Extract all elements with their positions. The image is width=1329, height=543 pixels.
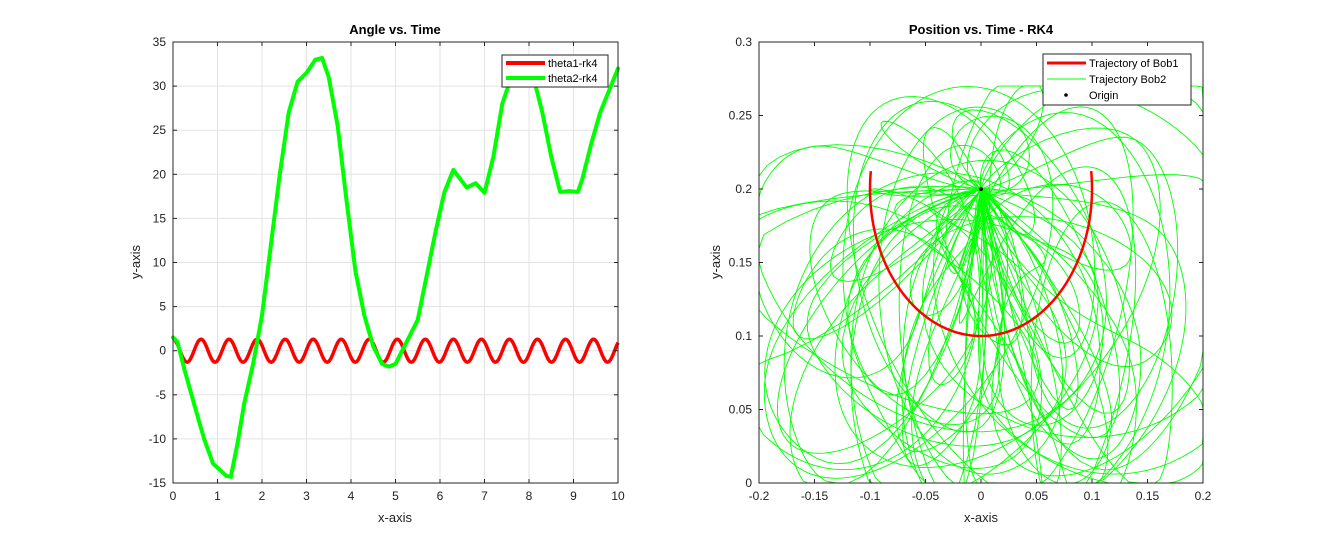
x-tick-label: 0.15 — [1136, 489, 1160, 503]
y-tick-label: -15 — [149, 476, 167, 490]
legend-label-theta2: theta2-rk4 — [548, 73, 598, 85]
x-tick-label: 7 — [481, 489, 488, 503]
x-tick-label: 0.1 — [1084, 489, 1101, 503]
x-tick-label: -0.2 — [749, 489, 770, 503]
x-tick-label: 0.2 — [1195, 489, 1212, 503]
y-axis-label: y-axis — [708, 245, 723, 279]
bob2-trajectory-segment — [980, 188, 1113, 484]
bob2-trajectory-segment — [850, 190, 1079, 484]
bob2-trajectory-segment — [852, 100, 1035, 433]
legend-label-bob2: Trajectory Bob2 — [1089, 74, 1166, 86]
chart-title: Position vs. Time - RK4 — [909, 22, 1054, 37]
y-tick-label: 0.15 — [729, 256, 753, 270]
chart-title: Angle vs. Time — [349, 22, 441, 37]
ticks — [758, 41, 1204, 484]
legend-label-theta1: theta1-rk4 — [548, 58, 598, 70]
y-tick-label: 35 — [153, 35, 167, 49]
series-line-bob1 — [868, 170, 1094, 338]
x-tick-label: 3 — [303, 489, 310, 503]
y-tick-label: 0.25 — [729, 109, 753, 123]
series-line-bob2 — [758, 85, 1204, 484]
bob2-trajectory-segment — [829, 186, 1003, 453]
x-tick-label: 0 — [170, 489, 177, 503]
bob2-trajectory-segment — [758, 109, 1107, 433]
y-tick-label: 0.1 — [735, 329, 752, 343]
origin-point — [979, 187, 983, 191]
x-tick-label: -0.05 — [912, 489, 940, 503]
y-tick-label: 15 — [153, 211, 167, 225]
x-tick-label: 9 — [570, 489, 577, 503]
y-tick-label: 30 — [153, 79, 167, 93]
y-tick-labels: -15 -10 -5 0 5 10 15 20 25 30 35 — [149, 35, 167, 490]
x-tick-label: 10 — [611, 489, 625, 503]
series-layer — [758, 85, 1204, 484]
bob2-trajectory-segment — [763, 115, 1054, 479]
y-tick-labels: 0 0.05 0.1 0.15 0.2 0.25 0.3 — [729, 35, 753, 490]
y-tick-label: 0.3 — [735, 35, 752, 49]
x-tick-label: 4 — [348, 489, 355, 503]
x-tick-label: 8 — [526, 489, 533, 503]
y-tick-label: -10 — [149, 432, 167, 446]
x-tick-label: -0.1 — [860, 489, 881, 503]
legend-box — [501, 54, 609, 88]
series-layer — [171, 55, 620, 479]
bob2-trajectory-segment — [878, 106, 1064, 475]
y-axis-label: y-axis — [128, 245, 143, 279]
legend-label-bob1: Trajectory of Bob1 — [1089, 58, 1178, 70]
bob2-trajectory-segment — [922, 126, 1121, 439]
legend: Trajectory of Bob1 Trajectory Bob2 Origi… — [1042, 53, 1192, 106]
x-tick-label: 0 — [978, 489, 985, 503]
bob2-trajectory-segment — [980, 188, 1104, 426]
x-tick-label: 2 — [259, 489, 266, 503]
y-tick-label: 0 — [159, 344, 166, 358]
angle-time-plot: 0 1 2 3 4 5 6 7 8 9 10 -15 -10 -5 0 5 10 15 20 25 30 35 Angl… — [128, 22, 625, 525]
series-line-theta1 — [171, 337, 620, 364]
y-tick-label: 25 — [153, 123, 167, 137]
bob2-trajectory-segment — [980, 85, 1142, 460]
legend-label-origin: Origin — [1089, 90, 1118, 102]
x-tick-label: 5 — [392, 489, 399, 503]
bob2-trajectory-segment — [792, 188, 982, 466]
x-axis-label: x-axis — [964, 510, 998, 525]
y-tick-label: 10 — [153, 256, 167, 270]
legend-marker-origin — [1064, 93, 1068, 97]
x-tick-label: -0.15 — [801, 489, 829, 503]
bob2-trajectory-segment — [834, 127, 1161, 468]
x-tick-labels: 0 1 2 3 4 5 6 7 8 9 10 — [170, 489, 625, 503]
x-tick-label: 6 — [437, 489, 444, 503]
position-time-plot: -0.2 -0.15 -0.1 -0.05 0 0.05 0.1 0.15 0.2 00.050… — [708, 22, 1212, 525]
x-tick-label: 1 — [214, 489, 221, 503]
ticks — [172, 41, 619, 484]
y-tick-label: 0 — [745, 476, 752, 490]
x-tick-label: 0.05 — [1025, 489, 1049, 503]
series-line-theta2 — [171, 55, 620, 479]
bob2-trajectory-segment — [809, 187, 1000, 426]
x-tick-labels: -0.2 -0.15 -0.1 -0.05 0 0.05 0.1 0.15 0.2 — [749, 489, 1212, 503]
legend: theta1-rk4 theta2-rk4 — [501, 54, 609, 88]
x-axis-label: x-axis — [378, 510, 412, 525]
y-tick-label: -5 — [155, 388, 166, 402]
y-tick-label: 0.05 — [729, 403, 753, 417]
y-tick-label: 5 — [159, 300, 166, 314]
y-tick-label: 0.2 — [735, 182, 752, 196]
y-tick-label: 20 — [153, 167, 167, 181]
bob2-trajectory-segment — [958, 106, 1134, 484]
